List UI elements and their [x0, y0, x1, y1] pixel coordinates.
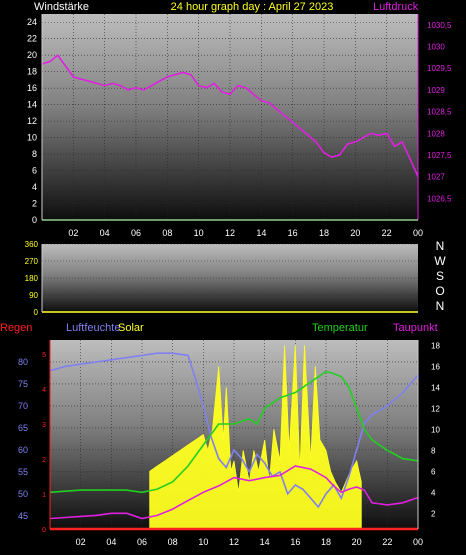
x-tick-label: 18: [319, 228, 329, 238]
humidity-tick-label: 65: [18, 423, 28, 433]
pressure-tick-label: 1026,5: [427, 194, 452, 203]
x-tick-label: 22: [382, 228, 392, 238]
direction-tick-label: 270: [25, 257, 39, 266]
x-tick-label: 00: [413, 228, 423, 238]
x-tick-label: 14: [256, 228, 266, 238]
pressure-tick-label: 1030: [427, 43, 445, 52]
x-tick-label: 20: [352, 537, 362, 547]
direction-tick-label: 90: [29, 291, 38, 300]
temperatur-legend-label: Temperatur: [312, 322, 368, 334]
wind-tick-label: 0: [32, 215, 37, 225]
pressure-panel: 02 04 06 08 10 12 14 16 18 20 22 000246810121416182…: [27, 1, 452, 238]
wind-tick-label: 24: [27, 17, 37, 27]
series-line-temperatur: [49, 370, 419, 494]
x-tick-label: 04: [100, 228, 110, 238]
humidity-tick-label: 45: [18, 511, 28, 521]
x-tick-label: 10: [198, 537, 208, 547]
temp-tick-label: 2: [431, 509, 436, 518]
x-tick-label: 20: [350, 228, 360, 238]
pressure-axis-label: Luftdruck: [373, 1, 419, 13]
direction-tick-label: 0: [34, 308, 39, 317]
wind-tick-label: 16: [27, 83, 37, 93]
x-tick-label: 12: [229, 537, 239, 547]
regen-tick-label: 5: [42, 352, 46, 359]
humidity-tick-label: 55: [18, 467, 28, 477]
wind-tick-label: 10: [27, 133, 37, 143]
temp-tick-label: 8: [431, 446, 436, 455]
direction-tick-label: 360: [25, 240, 39, 249]
x-tick-label: 10: [194, 228, 204, 238]
direction-plot-background: [42, 244, 418, 312]
wind-tick-label: 2: [32, 199, 37, 209]
temp-tick-label: 4: [431, 488, 436, 497]
pressure-tick-label: 1028: [427, 129, 445, 138]
pressure-tick-label: 1029,5: [427, 64, 452, 73]
compass-label: N: [436, 239, 445, 253]
direction-tick-label: 180: [25, 274, 39, 283]
x-tick-label: 02: [76, 537, 86, 547]
temp-tick-label: 14: [431, 383, 440, 392]
regen-tick-label: 1: [42, 492, 46, 499]
wind-tick-label: 8: [32, 149, 37, 159]
x-tick-label: 14: [260, 537, 270, 547]
x-tick-label: 00: [413, 537, 423, 547]
humidity-tick-label: 60: [18, 445, 28, 455]
humidity-tick-label: 70: [18, 401, 28, 411]
wind-tick-label: 14: [27, 100, 37, 110]
compass-label: W: [434, 254, 446, 268]
x-tick-label: 08: [162, 228, 172, 238]
x-tick-label: 12: [225, 228, 235, 238]
pressure-tick-label: 1029: [427, 86, 445, 95]
x-tick-label: 16: [290, 537, 300, 547]
climate-panel: 02 04 06 08 10 12 14 16 18 20 22 004550556065707580…: [0, 322, 440, 547]
x-tick-label: 06: [137, 537, 147, 547]
wind-tick-label: 4: [32, 182, 37, 192]
compass-label: S: [436, 269, 444, 283]
regen-tick-label: 3: [42, 422, 46, 429]
regen-legend-label: Regen: [0, 322, 32, 334]
x-tick-label: 22: [382, 537, 392, 547]
pressure-tick-label: 1027,5: [427, 151, 452, 160]
regen-tick-label: 4: [42, 387, 46, 394]
x-tick-label: 18: [321, 537, 331, 547]
sol-marker-label: Sol: [366, 502, 379, 512]
pressure-tick-label: 1027: [427, 173, 445, 182]
compass-label: O: [435, 284, 444, 298]
temp-tick-label: 16: [431, 362, 440, 371]
taupunkt-legend-label: Taupunkt: [393, 322, 438, 334]
humidity-tick-label: 80: [18, 357, 28, 367]
temp-tick-label: 12: [431, 404, 440, 413]
temp-tick-label: 6: [431, 467, 436, 476]
pressure-tick-label: 1028,5: [427, 108, 452, 117]
x-tick-label: 16: [288, 228, 298, 238]
series-area-solar: [149, 345, 362, 530]
temp-tick-label: 10: [431, 425, 440, 434]
wind-tick-label: 12: [27, 116, 37, 126]
wind-tick-label: 20: [27, 50, 37, 60]
regen-tick-label: 2: [42, 457, 46, 464]
regen-tick-label: 0: [42, 527, 46, 534]
wind-tick-label: 22: [27, 34, 37, 44]
wind-tick-label: 6: [32, 166, 37, 176]
x-tick-label: 08: [168, 537, 178, 547]
series-line-luftfeuchte: [49, 352, 419, 509]
x-tick-label: 02: [68, 228, 78, 238]
x-tick-label: 04: [106, 537, 116, 547]
humidity-tick-label: 50: [18, 489, 28, 499]
pressure-tick-label: 1030,5: [427, 21, 452, 30]
wind-axis-label: Windstärke: [34, 1, 89, 13]
luftfeuchte-legend-label: Luftfeuchte: [66, 322, 120, 334]
wind-tick-label: 18: [27, 67, 37, 77]
x-tick-label: 06: [131, 228, 141, 238]
chart-title: 24 hour graph day : April 27 2023: [171, 1, 334, 13]
series-line-taupunkt: [49, 465, 419, 520]
temp-tick-label: 18: [431, 341, 440, 350]
solar-legend-label: Solar: [118, 322, 144, 334]
compass-label: N: [436, 299, 445, 313]
humidity-tick-label: 75: [18, 379, 28, 389]
series-line-luftdruck: [41, 54, 419, 177]
